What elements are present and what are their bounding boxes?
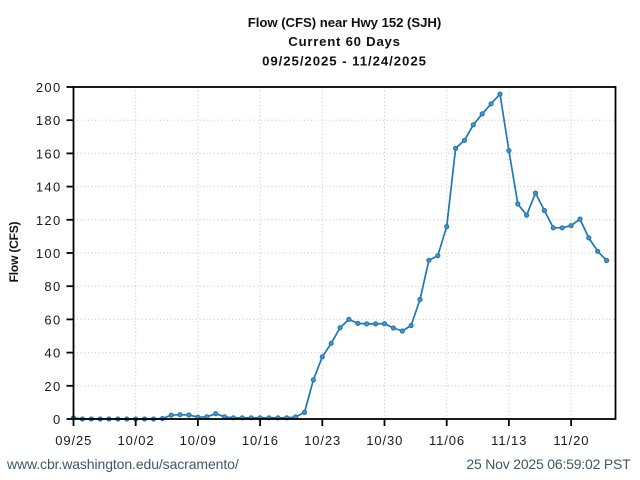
svg-text:Flow (CFS): Flow (CFS) (7, 221, 21, 282)
svg-text:160: 160 (36, 146, 62, 161)
svg-text:10/16: 10/16 (242, 433, 279, 448)
svg-text:10/23: 10/23 (304, 433, 341, 448)
svg-text:180: 180 (36, 113, 62, 128)
svg-text:Current 60 Days: Current 60 Days (288, 34, 400, 49)
svg-text:140: 140 (36, 180, 62, 195)
svg-text:25 Nov 2025 06:59:02 PST: 25 Nov 2025 06:59:02 PST (466, 456, 631, 472)
svg-text:Flow (CFS) near Hwy 152 (SJH): Flow (CFS) near Hwy 152 (SJH) (248, 15, 441, 30)
svg-text:120: 120 (36, 213, 62, 228)
svg-text:20: 20 (44, 379, 61, 394)
svg-text:10/02: 10/02 (117, 433, 154, 448)
svg-text:www.cbr.washington.edu/sacrame: www.cbr.washington.edu/sacramento/ (6, 456, 239, 472)
svg-text:60: 60 (44, 312, 61, 327)
svg-text:11/06: 11/06 (429, 433, 465, 448)
svg-text:11/20: 11/20 (553, 433, 589, 448)
svg-text:11/13: 11/13 (491, 433, 527, 448)
svg-text:10/30: 10/30 (366, 433, 403, 448)
svg-text:0: 0 (53, 412, 62, 427)
svg-text:200: 200 (36, 80, 62, 95)
svg-text:09/25/2025 - 11/24/2025: 09/25/2025 - 11/24/2025 (262, 54, 427, 69)
svg-text:10/09: 10/09 (180, 433, 217, 448)
svg-text:40: 40 (44, 346, 61, 361)
svg-text:09/25: 09/25 (55, 433, 92, 448)
svg-text:80: 80 (44, 279, 61, 294)
svg-text:100: 100 (36, 246, 62, 261)
